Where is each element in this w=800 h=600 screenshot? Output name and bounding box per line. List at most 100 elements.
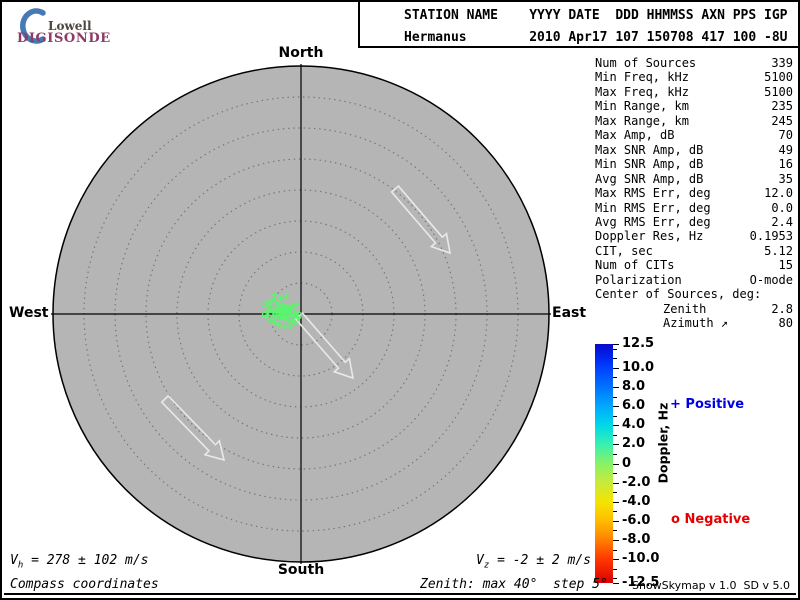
- stats-label: Avg SNR Amp, dB: [595, 171, 704, 186]
- logo-text-lowell: Lowell: [48, 19, 92, 33]
- source-marker-negative: [273, 296, 281, 304]
- compass-label-north: North: [278, 45, 324, 61]
- vz-subscript: z: [483, 560, 490, 571]
- vz-symbol: V: [476, 553, 484, 568]
- colorbar-major-tick: [613, 344, 619, 345]
- colorbar-minor-tick: [613, 396, 617, 398]
- colorbar-gradient: [595, 344, 613, 583]
- stats-row: Num of Sources 339: [595, 56, 793, 70]
- stats-row: Max Range, km 245: [595, 114, 793, 128]
- colorbar-tick-label: -6.0: [622, 512, 651, 528]
- colorbar-tick-label: -2.0: [622, 474, 651, 490]
- stats-row: Avg RMS Err, deg 2.4: [595, 215, 793, 229]
- source-marker-positive: [280, 305, 288, 313]
- colorbar-major-tick: [613, 367, 619, 369]
- stats-row: Min RMS Err, deg 0.0: [595, 201, 793, 215]
- stats-label: Max Freq, kHz: [595, 84, 689, 99]
- stats-value: 5.12: [764, 243, 793, 258]
- stats-label: Max Amp, dB: [595, 128, 675, 143]
- source-marker-positive: [282, 309, 290, 317]
- colorbar-minor-tick: [613, 358, 617, 360]
- colorbar-tick-label: -10.0: [622, 550, 660, 566]
- stats-label: Max RMS Err, deg: [595, 186, 711, 201]
- stats-value: 5100: [764, 84, 793, 99]
- source-marker-positive: [275, 301, 283, 309]
- colorbar-minor-tick: [613, 578, 617, 580]
- colorbar-minor-tick: [613, 415, 617, 417]
- software-version-credit: ShowSkymap v 1.0 SD v 5.0: [631, 579, 790, 592]
- source-marker-positive: [266, 302, 274, 310]
- stats-label: Center of Sources, deg:: [595, 287, 762, 302]
- stats-label: Min SNR Amp, dB: [595, 157, 704, 172]
- stats-value: O-mode: [749, 272, 793, 287]
- source-marker-negative: [261, 311, 269, 319]
- vz-value: = -2 ± 2 m/s: [489, 553, 591, 568]
- source-marker-positive: [267, 316, 275, 324]
- source-marker-positive: [280, 323, 288, 331]
- stats-label: Max Range, km: [595, 113, 689, 128]
- colorbar-minor-tick: [613, 473, 617, 475]
- colorbar-tick-label: 4.0: [622, 417, 646, 433]
- legend-positive-doppler: + Positive: [670, 397, 745, 412]
- source-marker-negative: [288, 308, 296, 316]
- colorbar-major-tick: [613, 539, 619, 541]
- station-header-values: Hermanus 2010 Apr17 107 150708 417 100 -…: [404, 30, 788, 45]
- source-marker-positive: [270, 319, 278, 327]
- skymap-plot: [51, 64, 551, 564]
- doppler-colorbar: 12.5 10.0 8.0 6.0 4.0 2.0 0 -2.0 -4.0 -6.0 -8.0 -10…: [595, 336, 795, 590]
- colorbar-tick-label: -12.5: [622, 574, 660, 590]
- stats-label: Num of CITs: [595, 258, 675, 273]
- colorbar-major-tick: [613, 406, 619, 408]
- measurement-stats-panel: Num of Sources 339 Min Freq, kHz 5100 Max Fr…: [595, 56, 793, 331]
- stats-value: 49: [778, 142, 793, 157]
- stats-label: Zenith: [663, 301, 707, 316]
- source-marker-positive: [284, 316, 292, 324]
- colorbar-major-tick: [613, 583, 619, 584]
- colorbar-tick-label: 10.0: [622, 359, 655, 375]
- drift-direction-arrow: [390, 184, 452, 255]
- stats-row: Doppler Res, Hz 0.1953: [595, 229, 793, 243]
- compass-label-west: West: [9, 305, 49, 321]
- source-marker-positive: [279, 313, 287, 321]
- stats-value: 339: [771, 56, 793, 70]
- crescent-icon: [20, 8, 46, 44]
- colorbar-major-tick: [613, 482, 619, 484]
- stats-label: Min RMS Err, deg: [595, 200, 711, 215]
- stats-value: 235: [771, 99, 793, 114]
- colorbar-tick-label: 0: [622, 455, 632, 471]
- colorbar-minor-tick: [613, 453, 617, 455]
- stats-value: 5100: [764, 70, 793, 85]
- stats-row: Min Range, km 235: [595, 99, 793, 113]
- compass-label-south: South: [277, 562, 325, 578]
- source-marker-positive: [271, 291, 279, 299]
- vertical-velocity-readout: Vz = -2 ± 2 m/s: [476, 553, 591, 571]
- stats-row: Min Freq, kHz 5100: [595, 70, 793, 84]
- stats-label: Num of Sources: [595, 56, 697, 70]
- colorbar-tick-label: 6.0: [622, 398, 646, 414]
- source-marker-positive: [276, 308, 284, 316]
- drift-direction-arrow: [160, 394, 226, 462]
- stats-value: 16: [778, 157, 793, 172]
- colorbar-major-tick: [613, 559, 619, 561]
- colorbar-minor-tick: [613, 549, 617, 551]
- stats-row: Max RMS Err, deg 12.0: [595, 186, 793, 200]
- colorbar-axis-label: Doppler, Hz: [655, 402, 671, 484]
- stats-row: Polarization O-mode: [595, 273, 793, 287]
- stats-label: Min Freq, kHz: [595, 70, 689, 85]
- stats-label: CIT, sec: [595, 243, 653, 258]
- logo-text-digisonde: DIGISONDE: [17, 31, 111, 46]
- source-marker-negative: [267, 309, 275, 317]
- colorbar-major-tick: [613, 501, 619, 503]
- colorbar-major-tick: [613, 520, 619, 522]
- colorbar-tick-label: -8.0: [622, 531, 651, 547]
- source-marker-positive: [274, 321, 282, 329]
- stats-value: 245: [771, 113, 793, 128]
- stats-row: Azimuth ↗ 80: [595, 316, 793, 330]
- source-marker-positive: [265, 298, 273, 306]
- colorbar-major-tick: [613, 444, 619, 446]
- stats-value: 12.0: [764, 186, 793, 201]
- colorbar-major-tick: [613, 387, 619, 389]
- stats-row: CIT, sec 5.12: [595, 244, 793, 258]
- stats-row: Avg SNR Amp, dB 35: [595, 172, 793, 186]
